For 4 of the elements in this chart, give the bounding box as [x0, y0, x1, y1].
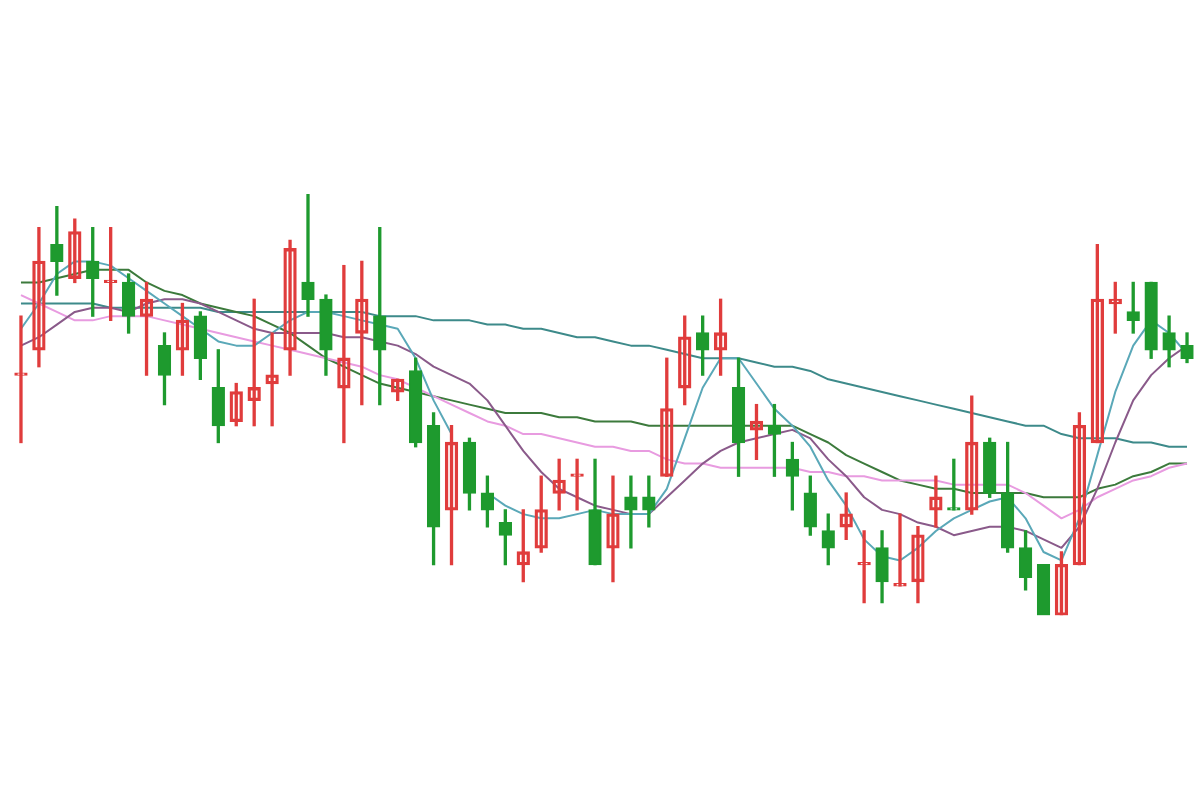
candlestick	[1036, 564, 1051, 616]
candlestick	[50, 205, 64, 296]
candlestick	[624, 475, 638, 549]
candlestick	[301, 194, 315, 317]
